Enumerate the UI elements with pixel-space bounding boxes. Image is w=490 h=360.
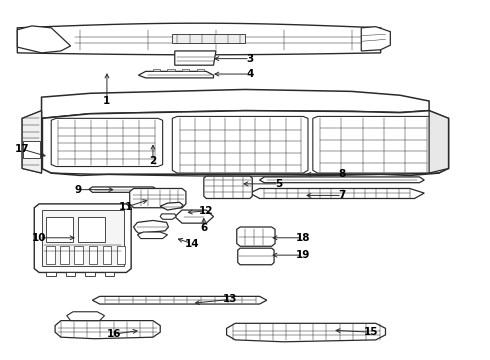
- Polygon shape: [60, 246, 69, 264]
- Polygon shape: [117, 246, 125, 264]
- Text: 14: 14: [184, 239, 199, 248]
- Text: 18: 18: [296, 233, 310, 243]
- Polygon shape: [196, 69, 204, 71]
- Polygon shape: [237, 227, 275, 246]
- Polygon shape: [93, 296, 267, 304]
- Polygon shape: [102, 246, 111, 264]
- Polygon shape: [47, 246, 55, 264]
- Polygon shape: [153, 69, 160, 71]
- Polygon shape: [138, 71, 214, 78]
- Polygon shape: [160, 214, 176, 219]
- Polygon shape: [78, 217, 104, 242]
- Text: 1: 1: [103, 96, 111, 106]
- Polygon shape: [51, 118, 163, 167]
- Polygon shape: [175, 51, 216, 65]
- Polygon shape: [182, 69, 189, 71]
- Text: 15: 15: [364, 327, 378, 337]
- Polygon shape: [34, 204, 131, 273]
- Polygon shape: [172, 116, 308, 173]
- Polygon shape: [89, 187, 157, 192]
- Polygon shape: [361, 27, 391, 51]
- Polygon shape: [172, 34, 245, 43]
- Polygon shape: [23, 141, 40, 158]
- Polygon shape: [104, 273, 114, 276]
- Text: 10: 10: [32, 233, 47, 243]
- Text: 12: 12: [199, 206, 214, 216]
- Text: 13: 13: [223, 294, 238, 305]
- Text: 5: 5: [275, 179, 283, 189]
- Text: 9: 9: [74, 185, 81, 195]
- Text: 8: 8: [338, 169, 345, 179]
- Polygon shape: [42, 210, 124, 266]
- Polygon shape: [250, 189, 424, 198]
- Polygon shape: [17, 26, 71, 53]
- Text: 3: 3: [246, 54, 253, 64]
- Polygon shape: [89, 246, 97, 264]
- Polygon shape: [47, 273, 56, 276]
- Text: 6: 6: [200, 223, 207, 233]
- Polygon shape: [138, 232, 168, 239]
- Polygon shape: [313, 116, 434, 173]
- Polygon shape: [238, 248, 274, 265]
- Polygon shape: [160, 202, 183, 210]
- Text: 16: 16: [107, 329, 122, 339]
- Text: 19: 19: [296, 250, 310, 260]
- Polygon shape: [22, 111, 42, 173]
- Polygon shape: [66, 273, 75, 276]
- Polygon shape: [204, 176, 252, 198]
- Polygon shape: [55, 321, 160, 339]
- Text: 11: 11: [119, 202, 134, 212]
- Polygon shape: [67, 312, 104, 321]
- Polygon shape: [85, 273, 95, 276]
- Polygon shape: [42, 90, 429, 118]
- Polygon shape: [42, 111, 448, 175]
- Text: 2: 2: [149, 156, 157, 166]
- Polygon shape: [429, 111, 448, 173]
- Polygon shape: [260, 177, 424, 183]
- Polygon shape: [17, 23, 381, 55]
- Polygon shape: [134, 220, 169, 233]
- Polygon shape: [47, 217, 73, 242]
- Polygon shape: [226, 323, 386, 342]
- Text: 7: 7: [338, 190, 345, 201]
- Polygon shape: [168, 69, 175, 71]
- Text: 17: 17: [15, 144, 29, 154]
- Text: 4: 4: [246, 69, 253, 79]
- Polygon shape: [130, 189, 186, 208]
- Polygon shape: [175, 210, 214, 223]
- Polygon shape: [74, 246, 83, 264]
- Polygon shape: [22, 111, 42, 173]
